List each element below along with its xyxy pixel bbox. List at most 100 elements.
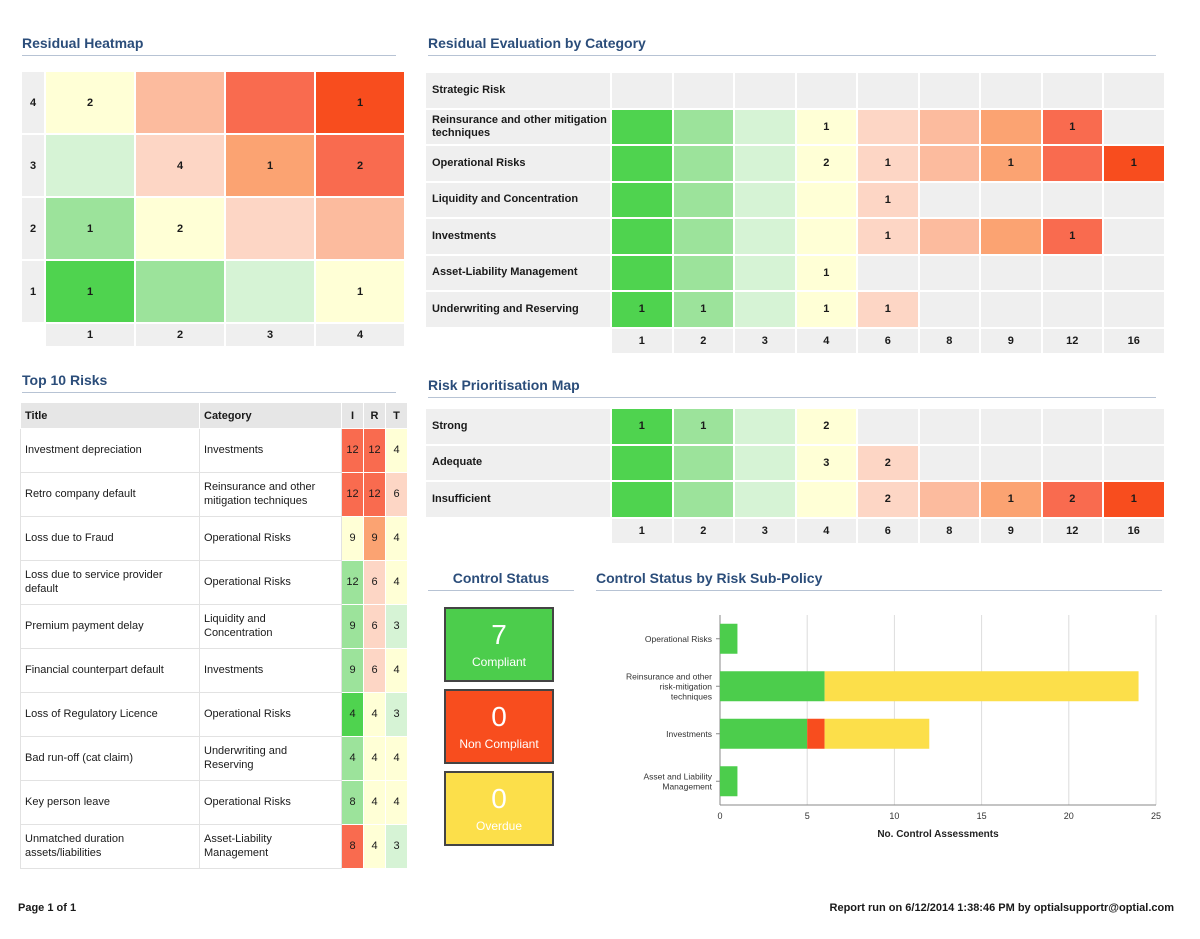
- evaluation-cell: [796, 219, 856, 254]
- evaluation-col-label: 8: [919, 328, 979, 353]
- prioritisation-cell: 1: [612, 409, 672, 444]
- overdue-label: Overdue: [475, 818, 523, 833]
- prioritisation-cell: [735, 445, 795, 480]
- evaluation-col-label: 4: [796, 328, 856, 353]
- x-tick-label: 15: [977, 811, 987, 821]
- evaluation-cell: [981, 255, 1041, 290]
- risk-category: Operational Risks: [199, 516, 342, 561]
- x-tick-label: 25: [1151, 811, 1161, 821]
- evaluation-cell: [919, 219, 979, 254]
- evaluation-cell: [612, 255, 672, 290]
- evaluation-cell: [858, 255, 918, 290]
- risk-category: Operational Risks: [199, 692, 342, 737]
- risk-title: Key person leave: [20, 780, 200, 825]
- bar-segment: [720, 671, 825, 702]
- evaluation-row-label: Liquidity and Concentration: [426, 182, 610, 217]
- header-t: T: [385, 402, 408, 429]
- evaluation-cell: [735, 219, 795, 254]
- risk-score-t: 3: [385, 692, 408, 737]
- risk-category: Investments: [199, 648, 342, 693]
- bar-segment: [720, 623, 738, 654]
- prioritisation-col-label: 16: [1104, 518, 1164, 543]
- heatmap-cell: [46, 135, 134, 196]
- bar-segment: [720, 718, 808, 749]
- prioritisation-col-label: 2: [673, 518, 733, 543]
- evaluation-cell: [919, 255, 979, 290]
- bar-segment: [807, 718, 825, 749]
- evaluation-cell: [673, 73, 733, 108]
- evaluation-col-label: 16: [1104, 328, 1164, 353]
- evaluation-cell: [981, 182, 1041, 217]
- heatmap-row-label: 4: [22, 72, 44, 133]
- heatmap-cell: 2: [136, 198, 224, 259]
- risk-score-t: 4: [385, 780, 408, 825]
- evaluation-cell: 1: [858, 182, 918, 217]
- evaluation-cell: [612, 73, 672, 108]
- prioritisation-cell: [796, 482, 856, 517]
- heatmap-row-label: 2: [22, 198, 44, 259]
- risk-score-t: 4: [385, 516, 408, 561]
- evaluation-cell: 1: [858, 219, 918, 254]
- heatmap-cell: [226, 261, 314, 322]
- risk-score-i: 4: [341, 736, 364, 781]
- evaluation-cell: 1: [858, 292, 918, 327]
- heatmap-cell: 1: [46, 198, 134, 259]
- risk-score-i: 12: [341, 428, 364, 473]
- control-status-bar-chart: 0 5 10 15 20 25 Operational Risks Reinsurance a…: [626, 615, 1161, 840]
- heatmap-cell: [136, 72, 224, 133]
- evaluation-cell: [1104, 292, 1164, 327]
- prioritisation-row-label: Insufficient: [426, 482, 610, 517]
- risk-score-i: 8: [341, 780, 364, 825]
- evaluation-cell: [612, 109, 672, 144]
- heatmap-cell: 1: [316, 72, 404, 133]
- evaluation-col-label: 12: [1042, 328, 1102, 353]
- evaluation-cell: [796, 182, 856, 217]
- header-i: I: [341, 402, 364, 429]
- prioritisation-cell: 2: [858, 482, 918, 517]
- heatmap-col-label: 2: [136, 324, 224, 346]
- evaluation-cell: [1042, 73, 1102, 108]
- top10-row: Loss of Regulatory Licence Operational Ri…: [20, 692, 408, 737]
- evaluation-cell: [1104, 73, 1164, 108]
- top10-row: Premium payment delay Liquidity and Conce…: [20, 604, 408, 649]
- top10-row: Loss due to service provider default Oper…: [20, 560, 408, 605]
- evaluation-cell: 1: [1042, 219, 1102, 254]
- risk-score-r: 6: [363, 560, 386, 605]
- evaluation-cell: 2: [796, 146, 856, 181]
- prioritisation-title: Risk Prioritisation Map: [428, 377, 1156, 398]
- prioritisation-cell: [673, 445, 733, 480]
- x-axis-label: No. Control Assessments: [877, 829, 999, 840]
- risk-score-i: 9: [341, 604, 364, 649]
- evaluation-cell: [735, 146, 795, 181]
- compliant-count: 7: [491, 618, 507, 650]
- prioritisation-cell: 3: [796, 445, 856, 480]
- bar-segment: [720, 766, 738, 797]
- heatmap-col-label: 4: [316, 324, 404, 346]
- prioritisation-cell: [612, 445, 672, 480]
- risk-title: Retro company default: [20, 472, 200, 517]
- risk-score-r: 4: [363, 824, 386, 869]
- header-category: Category: [199, 402, 342, 429]
- risk-score-r: 6: [363, 604, 386, 649]
- prioritisation-cell: [735, 409, 795, 444]
- prioritisation-cell: 2: [1042, 482, 1102, 517]
- evaluation-cell: [919, 182, 979, 217]
- control-status-title: Control Status: [428, 570, 574, 591]
- evaluation-cell: [735, 292, 795, 327]
- top10-row: Unmatched duration assets/liabilities Ass…: [20, 824, 408, 869]
- header-r: R: [363, 402, 386, 429]
- evaluation-cell: [1042, 292, 1102, 327]
- top10-title: Top 10 Risks: [22, 372, 396, 393]
- evaluation-cell: [981, 73, 1041, 108]
- evaluation-cell: [612, 146, 672, 181]
- heatmap-cell: 2: [316, 135, 404, 196]
- evaluation-row-label: Investments: [426, 219, 610, 254]
- evaluation-col-label: 3: [735, 328, 795, 353]
- risk-category: Asset-Liability Management: [199, 824, 342, 869]
- y-tick-label: Operational Risks: [645, 634, 712, 644]
- evaluation-cell: [673, 109, 733, 144]
- top10-row: Investment depreciation Investments 12 12 4: [20, 428, 408, 473]
- risk-score-i: 4: [341, 692, 364, 737]
- evaluation-cell: [1104, 182, 1164, 217]
- evaluation-cell: 1: [981, 146, 1041, 181]
